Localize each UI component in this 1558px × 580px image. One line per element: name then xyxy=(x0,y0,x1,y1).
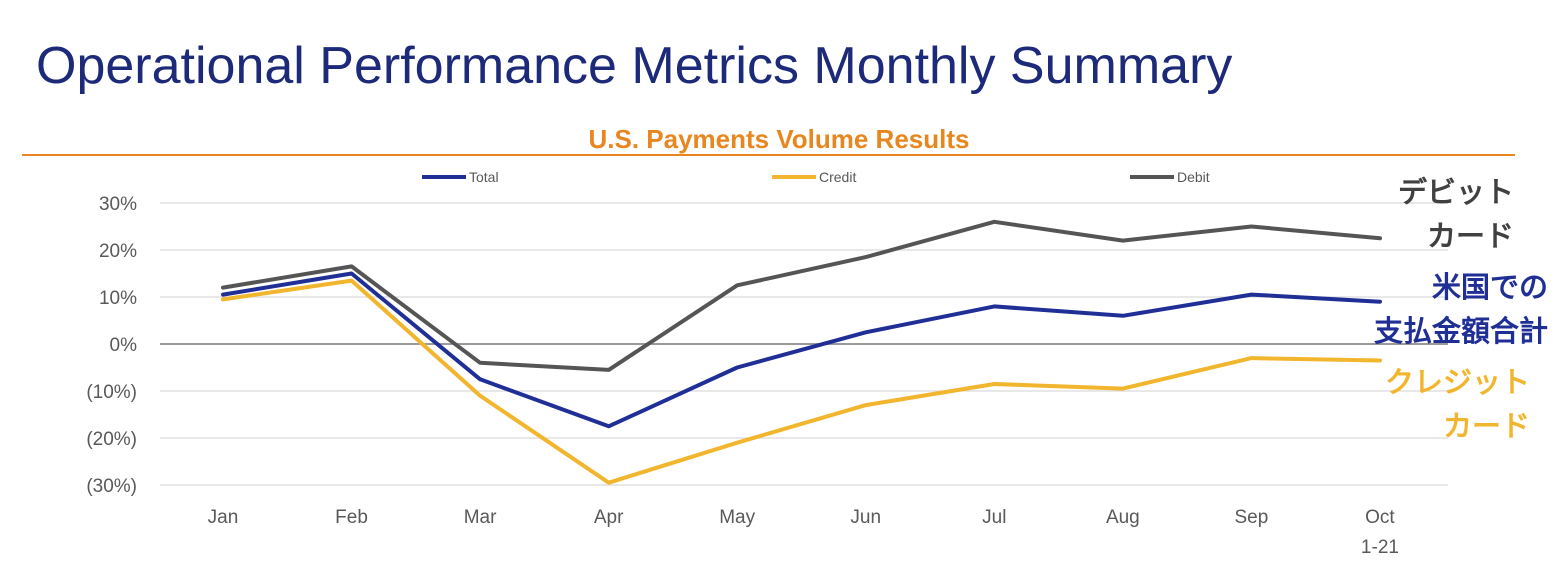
credit-end-label-line-1: クレジット xyxy=(1384,365,1530,399)
x-tick-label: Apr xyxy=(594,507,624,528)
chart-title: U.S. Payments Volume Results xyxy=(588,124,970,154)
x-tick-label: Jan xyxy=(208,507,239,528)
x-tick-label: Sep xyxy=(1234,507,1268,528)
x-tick-sublabel: 1-21 xyxy=(1361,537,1399,558)
y-tick-label: 0% xyxy=(110,335,138,356)
debit-end-label-line-1: デビット xyxy=(1397,175,1514,209)
y-tick-label: (20%) xyxy=(86,429,137,450)
y-tick-label: 30% xyxy=(99,194,137,215)
legend-label-debit: Debit xyxy=(1177,169,1210,185)
credit-end-label: クレジット カード xyxy=(1385,360,1530,448)
y-tick-label: (30%) xyxy=(86,476,137,497)
total-end-label-line-1: 米国での xyxy=(1431,270,1548,304)
legend-label-total: Total xyxy=(469,169,499,185)
credit-end-label-line-2: カード xyxy=(1442,409,1530,443)
series-line-total xyxy=(221,271,1382,429)
series-line-credit xyxy=(221,278,1382,485)
title-divider xyxy=(22,154,1515,156)
total-end-label-line-2: 支払金額合計 xyxy=(1373,314,1548,348)
debit-end-label-line-2: カード xyxy=(1426,219,1514,253)
x-tick-label: Aug xyxy=(1106,507,1140,528)
total-end-label: 米国での 支払金額合計 xyxy=(1374,265,1548,353)
y-tick-label: 20% xyxy=(99,241,137,262)
series-line-debit xyxy=(221,219,1382,372)
y-tick-label: 10% xyxy=(99,288,137,309)
x-tick-label: Jul xyxy=(982,507,1006,528)
page-title: Operational Performance Metrics Monthly … xyxy=(36,37,1233,95)
x-tick-label: Oct xyxy=(1365,507,1395,528)
x-tick-label: May xyxy=(719,507,755,528)
x-tick-label: Jun xyxy=(850,507,881,528)
x-tick-label: Mar xyxy=(464,507,497,528)
x-tick-label: Feb xyxy=(335,507,368,528)
debit-end-label: デビット カード xyxy=(1398,170,1514,258)
legend-label-credit: Credit xyxy=(819,169,856,185)
y-tick-label: (10%) xyxy=(86,382,137,403)
